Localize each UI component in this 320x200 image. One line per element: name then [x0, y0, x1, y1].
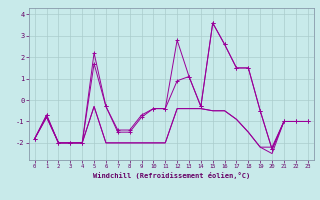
X-axis label: Windchill (Refroidissement éolien,°C): Windchill (Refroidissement éolien,°C): [92, 172, 250, 179]
